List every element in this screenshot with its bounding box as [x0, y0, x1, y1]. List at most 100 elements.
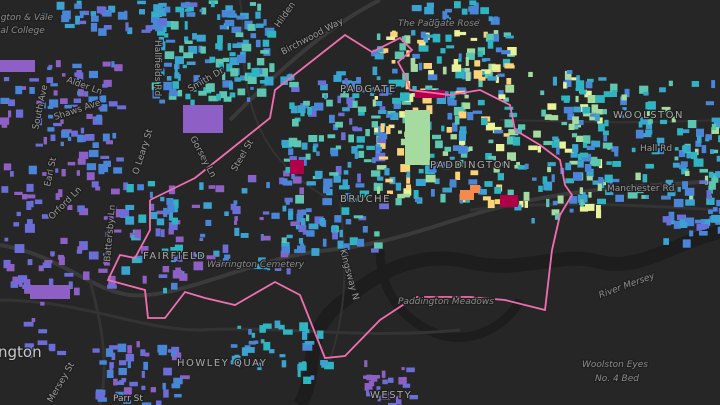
building — [34, 199, 43, 205]
building — [50, 251, 55, 256]
building — [481, 58, 487, 62]
building — [106, 369, 114, 378]
building — [198, 90, 207, 96]
building — [317, 330, 324, 339]
building — [98, 28, 107, 36]
building — [232, 206, 241, 215]
building — [222, 244, 229, 253]
building — [596, 209, 602, 219]
building — [366, 194, 372, 198]
building — [668, 211, 675, 221]
building — [170, 247, 176, 253]
building — [102, 83, 108, 88]
building — [108, 5, 116, 13]
building — [314, 170, 323, 179]
building — [602, 142, 613, 149]
building — [164, 21, 175, 28]
building — [568, 123, 575, 130]
building — [205, 83, 215, 92]
building — [565, 79, 572, 87]
building — [43, 136, 47, 145]
building — [298, 238, 304, 244]
building — [15, 109, 24, 118]
building — [442, 151, 449, 156]
label-steel-st: Steel St — [230, 138, 256, 174]
building — [308, 108, 317, 117]
building — [129, 381, 138, 387]
building — [376, 143, 386, 149]
building — [336, 71, 346, 76]
building — [215, 185, 225, 193]
building — [458, 133, 466, 141]
building — [497, 73, 505, 77]
building — [575, 87, 585, 92]
building — [235, 360, 241, 365]
building — [79, 241, 88, 250]
building — [418, 62, 423, 71]
building — [611, 178, 620, 183]
building — [377, 137, 387, 143]
building — [478, 80, 483, 88]
building — [116, 157, 124, 162]
building — [102, 133, 110, 142]
building — [150, 211, 158, 220]
building — [282, 205, 287, 212]
building — [436, 96, 446, 104]
building — [689, 194, 694, 203]
building — [98, 165, 105, 175]
building — [79, 20, 87, 25]
building — [378, 110, 387, 114]
building — [595, 109, 603, 115]
building — [92, 348, 100, 353]
building — [379, 89, 389, 96]
building — [74, 3, 82, 9]
building — [388, 377, 394, 383]
building — [53, 90, 58, 96]
building — [263, 265, 270, 270]
building — [393, 101, 401, 109]
label-padgate-rose: The Padgate Rose — [398, 19, 480, 29]
building — [87, 104, 97, 108]
building — [711, 175, 719, 183]
building — [213, 250, 220, 257]
building — [461, 159, 467, 164]
building — [495, 75, 499, 83]
building — [127, 27, 133, 35]
building — [631, 147, 636, 153]
building — [441, 125, 445, 132]
building — [496, 144, 505, 152]
river-mersey — [293, 225, 720, 405]
building — [364, 383, 373, 391]
building — [504, 106, 514, 110]
building — [86, 172, 95, 181]
building — [699, 180, 708, 184]
building — [175, 236, 184, 243]
building — [388, 79, 396, 89]
building — [622, 107, 627, 111]
building — [98, 106, 104, 110]
building — [290, 105, 298, 114]
building — [46, 77, 54, 83]
building — [436, 56, 442, 64]
building — [497, 173, 504, 181]
building — [428, 70, 434, 78]
building — [454, 30, 460, 37]
ward-boundary[interactable] — [106, 33, 574, 359]
building — [306, 181, 316, 186]
building — [162, 382, 166, 390]
building — [173, 377, 183, 385]
building — [682, 239, 691, 248]
building — [546, 198, 550, 208]
building — [189, 2, 198, 7]
building — [432, 33, 441, 43]
building — [222, 80, 233, 88]
building — [392, 97, 401, 104]
building — [41, 13, 48, 21]
building — [459, 126, 467, 133]
building — [283, 158, 293, 162]
building — [281, 237, 287, 243]
label-vale-college: val College — [0, 26, 45, 36]
building — [26, 183, 34, 192]
